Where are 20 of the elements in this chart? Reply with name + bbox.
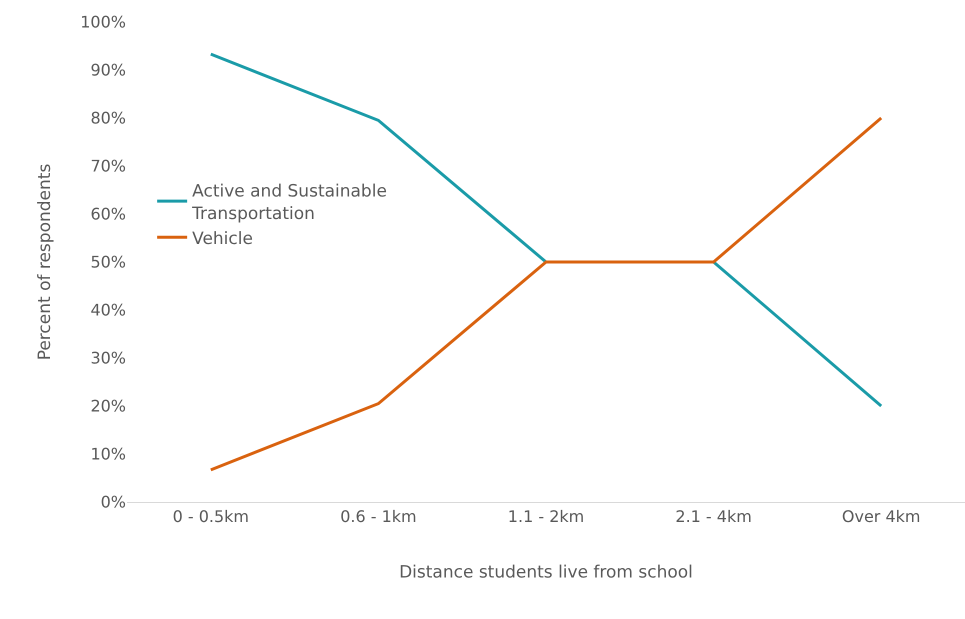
- y-tick-label: 10%: [90, 444, 126, 464]
- y-tick-label: 50%: [90, 252, 126, 272]
- y-axis-title: Percent of respondents: [34, 164, 55, 360]
- y-tick-label: 70%: [90, 156, 126, 176]
- y-tick-label: 20%: [90, 396, 126, 416]
- y-tick-label: 30%: [90, 348, 126, 368]
- x-axis-title: Distance students live from school: [399, 562, 693, 583]
- x-tick-label: Over 4km: [842, 507, 921, 526]
- legend-label: Vehicle: [192, 228, 253, 249]
- y-tick-label: 90%: [90, 60, 126, 80]
- x-tick-label: 0 - 0.5km: [172, 507, 250, 526]
- y-tick-label: 80%: [90, 108, 126, 128]
- legend-label: Active and Sustainable Transportation: [191, 182, 387, 224]
- x-tick-label: 2.1 - 4km: [675, 507, 752, 526]
- x-tick-label: 0.6 - 1km: [340, 507, 417, 526]
- y-tick-label: 60%: [90, 204, 126, 224]
- y-tick-label: 100%: [80, 12, 126, 32]
- y-tick-label: 0%: [100, 492, 126, 512]
- y-tick-label: 40%: [90, 300, 126, 320]
- x-tick-label: 1.1 - 2km: [508, 507, 584, 526]
